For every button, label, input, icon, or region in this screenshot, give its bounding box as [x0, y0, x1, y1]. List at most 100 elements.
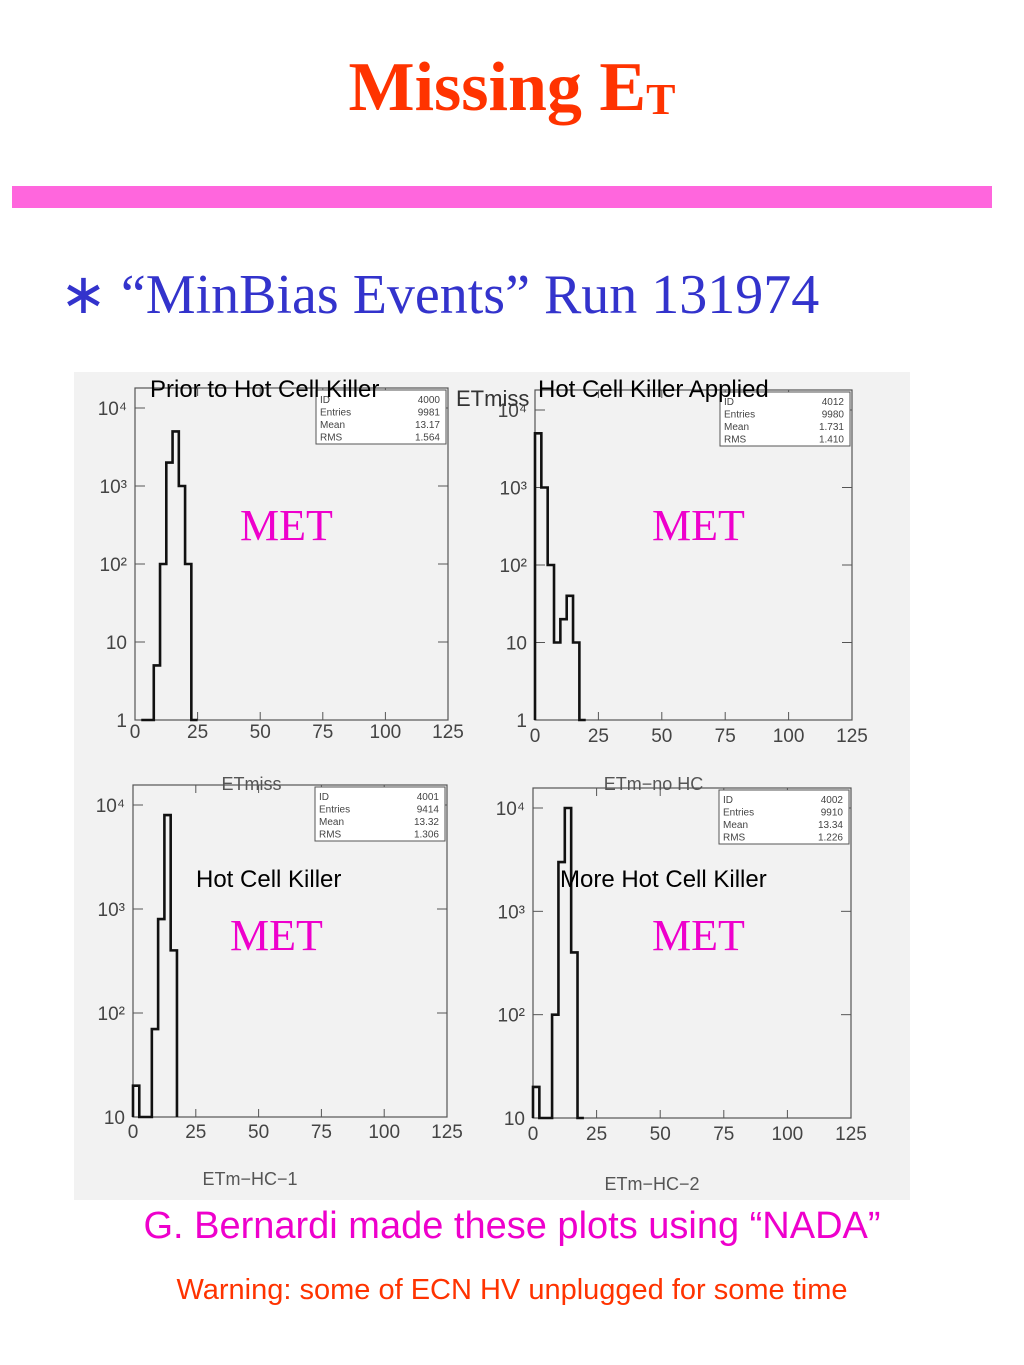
stats-key: Mean — [320, 420, 345, 431]
stats-key: Mean — [724, 422, 749, 433]
x-tick-label: 75 — [715, 726, 736, 747]
x-tick-label: 25 — [586, 1124, 607, 1145]
stats-value: 4000 — [418, 395, 441, 406]
stats-value: 13.17 — [415, 420, 440, 431]
stats-box — [314, 786, 446, 842]
stats-key: RMS — [724, 435, 747, 446]
met-label-4: MET — [652, 911, 745, 960]
footer-credit: G. Bernardi made these plots using “NADA… — [143, 1205, 881, 1247]
stats-value: 4002 — [821, 795, 844, 806]
stats-key: RMS — [320, 433, 343, 444]
stats-value: 1.410 — [819, 435, 844, 446]
x-tick-label: 100 — [773, 726, 805, 747]
met-label-2: MET — [652, 501, 745, 550]
x-axis-label: ETmiss — [222, 774, 282, 794]
footer-warning: Warning: some of ECN HV unplugged for so… — [176, 1274, 848, 1306]
bullet-text: “MinBias Events” Run 131974 — [120, 264, 820, 326]
y-tick-label: 1 — [516, 711, 527, 732]
stats-value: 4012 — [822, 397, 845, 408]
histogram-series-3 — [131, 813, 179, 1119]
x-tick-label: 100 — [368, 1122, 400, 1143]
x-tick-label: 25 — [187, 722, 208, 743]
caption-prior-hot-cell-killer: Prior to Hot Cell Killer — [150, 376, 380, 403]
stats-box — [718, 789, 850, 845]
y-tick-label: 10³ — [500, 479, 527, 500]
plot-frame-4 — [532, 787, 852, 1119]
x-tick-label: 50 — [248, 1122, 269, 1143]
stats-key: Entries — [724, 410, 755, 421]
x-tick-label: 125 — [431, 1122, 463, 1143]
stats-value: 9981 — [418, 408, 441, 419]
histogram-series-2 — [533, 432, 586, 722]
y-tick-label: 10² — [98, 1004, 125, 1025]
stats-key: ID — [320, 395, 330, 406]
stats-key: Entries — [723, 808, 754, 819]
x-tick-label: 25 — [185, 1122, 206, 1143]
caption-more-hot-cell-killer: More Hot Cell Killer — [560, 866, 767, 893]
y-tick-label: 10² — [498, 1006, 525, 1027]
plot-frame-3 — [132, 784, 448, 1118]
stats-value: 1.564 — [415, 433, 440, 444]
caption-hot-cell-killer: Hot Cell Killer — [196, 866, 342, 893]
y-tick-label: 10² — [500, 556, 527, 577]
stats-key: Entries — [319, 805, 350, 816]
stats-key: RMS — [319, 830, 342, 841]
x-tick-label: 75 — [713, 1124, 734, 1145]
caption-etmiss: ETmiss — [456, 386, 530, 411]
x-tick-label: 0 — [128, 1122, 139, 1143]
stats-box — [719, 391, 851, 447]
x-tick-label: 50 — [250, 722, 271, 743]
y-tick-label: 10⁴ — [496, 799, 525, 820]
y-tick-label: 10⁴ — [98, 399, 127, 420]
met-label-3: MET — [230, 911, 323, 960]
y-tick-label: 1 — [116, 711, 127, 732]
stats-value: 9980 — [822, 410, 845, 421]
y-tick-label: 10⁴ — [498, 401, 527, 422]
stats-key: Mean — [723, 820, 748, 831]
stats-key: RMS — [723, 833, 746, 844]
x-tick-label: 100 — [772, 1124, 804, 1145]
title-divider — [12, 186, 992, 208]
title-subscript: T — [646, 75, 676, 124]
y-tick-label: 10 — [504, 1109, 525, 1130]
x-tick-label: 0 — [130, 722, 141, 743]
y-tick-label: 10³ — [100, 477, 127, 498]
histogram-series-1 — [141, 430, 198, 722]
met-label-1: MET — [240, 501, 333, 550]
title-main: Missing E — [348, 49, 647, 126]
y-tick-label: 10 — [506, 634, 527, 655]
y-tick-label: 10³ — [498, 902, 525, 923]
stats-value: 4001 — [417, 792, 440, 803]
stats-value: 9414 — [417, 805, 440, 816]
bullet-line: ∗ “MinBias Events” Run 131974 — [60, 262, 819, 327]
x-tick-label: 0 — [530, 726, 541, 747]
bullet-symbol: ∗ — [60, 264, 107, 326]
stats-key: ID — [723, 795, 733, 806]
y-tick-label: 10⁴ — [96, 796, 125, 817]
stats-key: ID — [724, 397, 734, 408]
x-axis-label: ETm−no HC — [604, 774, 704, 794]
stats-value: 1.731 — [819, 422, 844, 433]
x-tick-label: 0 — [528, 1124, 539, 1145]
histogram-series-4 — [531, 806, 584, 1120]
stats-key: Entries — [320, 408, 351, 419]
x-tick-label: 100 — [370, 722, 402, 743]
x-tick-label: 125 — [432, 722, 464, 743]
x-axis-label: ETm−HC−1 — [202, 1169, 297, 1189]
y-tick-label: 10 — [104, 1108, 125, 1129]
x-tick-label: 125 — [836, 726, 868, 747]
x-tick-label: 25 — [588, 726, 609, 747]
plots-background — [74, 372, 910, 1200]
x-tick-label: 75 — [312, 722, 333, 743]
stats-key: Mean — [319, 817, 344, 828]
stats-value: 1.306 — [414, 830, 439, 841]
y-tick-label: 10² — [100, 555, 127, 576]
stats-value: 1.226 — [818, 833, 843, 844]
x-tick-label: 75 — [311, 1122, 332, 1143]
stats-box — [315, 389, 447, 445]
y-tick-label: 10³ — [98, 900, 125, 921]
stats-value: 9910 — [821, 808, 844, 819]
caption-hot-cell-killer-applied: Hot Cell Killer Applied — [538, 376, 769, 403]
x-tick-label: 125 — [835, 1124, 867, 1145]
